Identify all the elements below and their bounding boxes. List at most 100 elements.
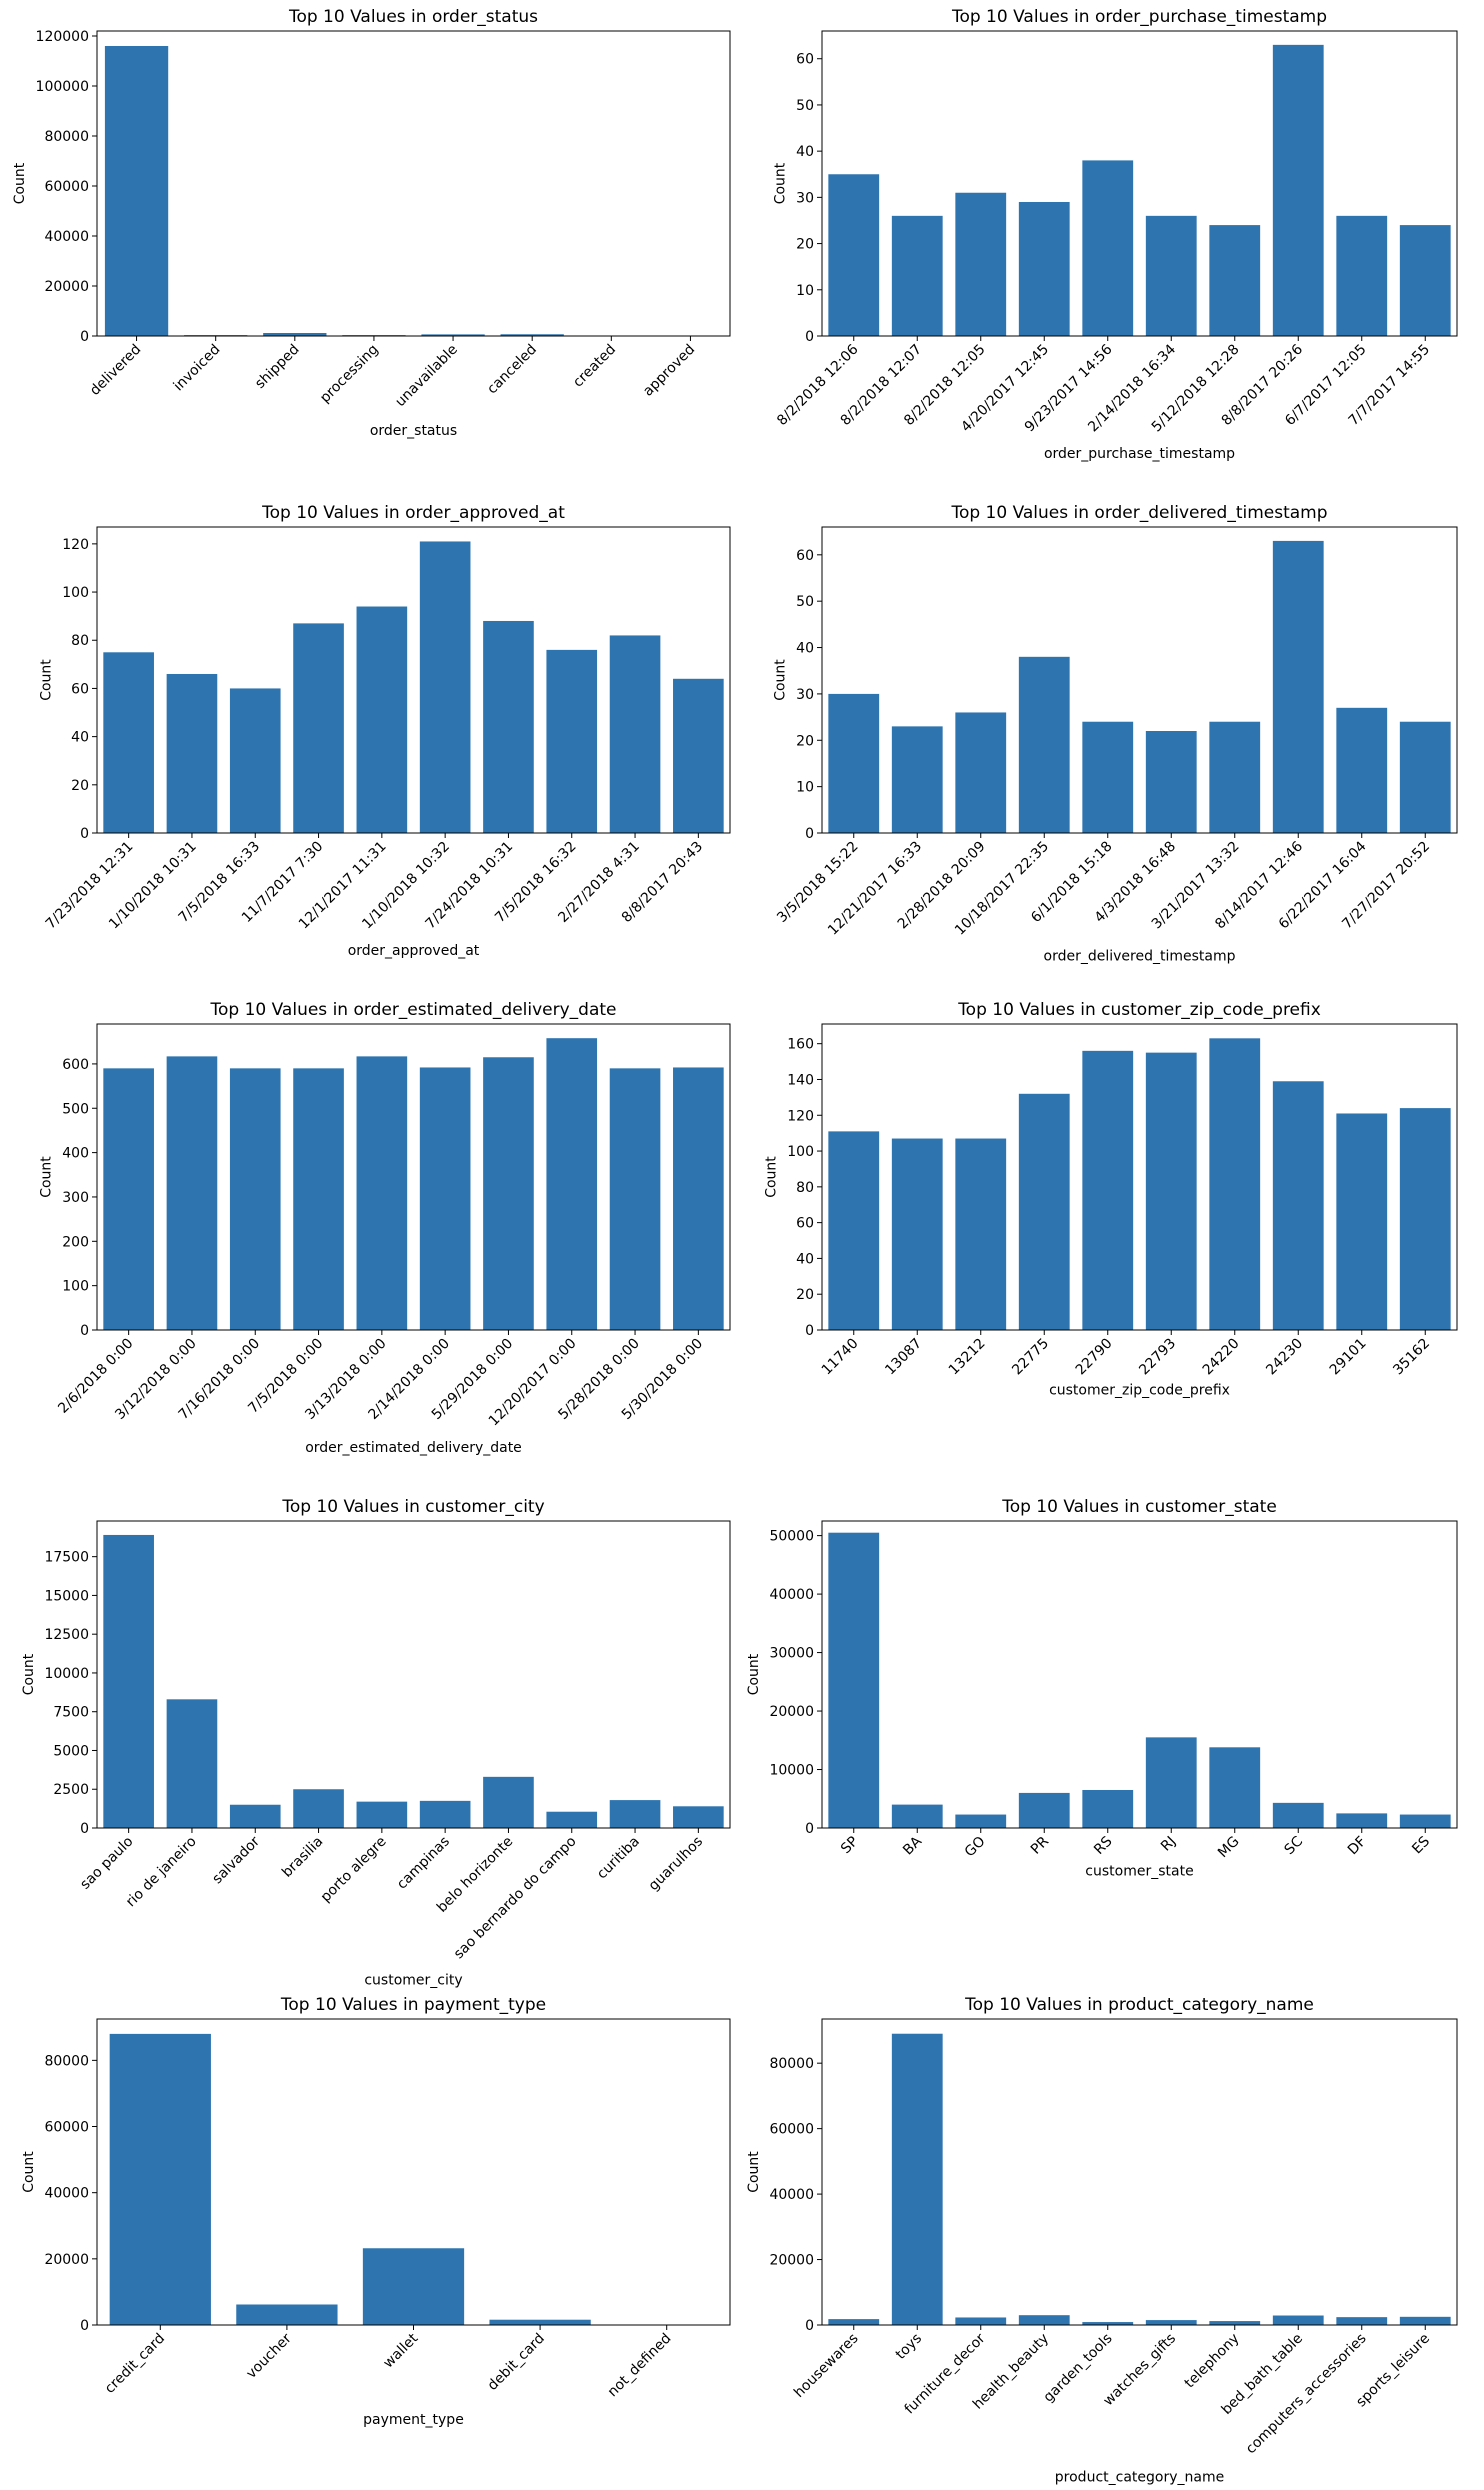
chart-7-bar-0: [828, 1532, 880, 1828]
chart-5-bar-8: [1336, 1113, 1388, 1330]
chart-2-bar-1: [166, 673, 218, 833]
chart-5-xtick-label-3: 22775: [1009, 1336, 1052, 1379]
chart-5-ytick-label-2: 40: [796, 1251, 814, 1267]
chart-8: Top 10 Values in payment_type 0 20000 40000…: [21, 1995, 731, 2428]
chart-7-frame: [821, 1520, 1458, 1829]
chart-7-ytick-label-4: 40000: [769, 1587, 814, 1603]
chart-0-ytick-label-1: 20000: [44, 279, 89, 295]
chart-5-ytick-label-0: 0: [805, 1323, 814, 1339]
chart-5-xtick-label-9: 35162: [1390, 1336, 1433, 1379]
chart-6: Top 10 Values in customer_city 0 2500 5000 7…: [21, 1497, 731, 1988]
chart-1-ytick-label-0: 0: [805, 329, 814, 345]
chart-5-title: Top 10 Values in customer_zip_code_prefi…: [957, 1000, 1321, 1020]
chart-4-ytick-label-6: 600: [62, 1057, 89, 1073]
chart-8-bar-0: [109, 2033, 211, 2325]
chart-2-ylabel: Count: [39, 659, 55, 701]
chart-4-bar-6: [483, 1057, 534, 1330]
chart-9-bar-6: [1209, 2321, 1261, 2325]
chart-1-bar-9: [1399, 225, 1451, 336]
chart-0-ytick-label-0: 0: [80, 329, 89, 345]
chart-7-ytick-label-1: 10000: [769, 1763, 814, 1779]
chart-6-bar-0: [103, 1534, 154, 1828]
chart-6-bar-3: [293, 1789, 344, 1828]
chart-1-bar-5: [1145, 215, 1197, 336]
chart-3-ytick-label-2: 20: [796, 733, 814, 749]
chart-0-xtick-label-3: processing: [317, 342, 382, 407]
chart-2: Top 10 Values in order_approved_at 0 20 40 6…: [39, 503, 731, 959]
chart-2-title: Top 10 Values in order_approved_at: [261, 503, 565, 523]
chart-3-ytick-label-3: 30: [796, 687, 814, 703]
chart-9-xtick-label-6: telephony: [1182, 2331, 1243, 2392]
chart-8-ytick-label-0: 0: [80, 2318, 89, 2334]
chart-2-ytick-label-6: 120: [62, 537, 89, 553]
chart-7-xtick-label-7: SC: [1282, 1833, 1307, 1858]
chart-3-bar-2: [955, 712, 1007, 833]
chart-1-bar-3: [1018, 201, 1070, 336]
chart-5-frame: [821, 1023, 1458, 1331]
chart-4: Top 10 Values in order_estimated_deliver…: [39, 1000, 731, 1456]
chart-6-bar-6: [483, 1776, 534, 1828]
chart-5-xtick-label-2: 13212: [946, 1336, 989, 1379]
chart-2-bar-4: [356, 606, 408, 833]
chart-7-xtick-label-8: DF: [1345, 1834, 1370, 1859]
chart-6-bar-9: [673, 1806, 724, 1828]
chart-1-bar-1: [891, 215, 943, 336]
chart-6-xtick-label-5: campinas: [394, 1834, 453, 1893]
chart-1-bar-4: [1082, 160, 1134, 336]
chart-5-xtick-label-7: 24230: [1263, 1336, 1306, 1379]
chart-3-ytick-label-1: 10: [796, 780, 814, 796]
chart-1-ytick-label-2: 20: [796, 237, 814, 253]
chart-9-ytick-label-4: 80000: [769, 2056, 814, 2072]
chart-8-ytick-label-2: 40000: [44, 2186, 89, 2202]
chart-2-ytick-label-2: 40: [71, 730, 89, 746]
chart-3: Top 10 Values in order_delivered_timesta…: [772, 503, 1458, 965]
chart-5-ytick-label-8: 160: [787, 1037, 814, 1053]
chart-9-ytick-label-0: 0: [805, 2318, 814, 2334]
chart-2-bar-9: [673, 678, 724, 833]
chart-0-xlabel: order_status: [370, 423, 457, 439]
chart-7-xtick-label-9: ES: [1409, 1833, 1433, 1857]
chart-7-ytick-label-5: 50000: [769, 1529, 814, 1545]
chart-9-ytick-label-1: 20000: [769, 2253, 814, 2269]
chart-9-title: Top 10 Values in product_category_name: [964, 1995, 1314, 2015]
chart-5-ytick-label-5: 100: [787, 1144, 814, 1160]
chart-7-xtick-label-5: RJ: [1158, 1834, 1179, 1855]
chart-3-bar-4: [1082, 721, 1134, 833]
chart-6-xtick-label-9: guarulhos: [646, 1834, 707, 1895]
chart-2-bar-6: [483, 620, 534, 833]
chart-1-bar-8: [1336, 215, 1388, 336]
chart-0-bar-5: [500, 334, 564, 336]
chart-6-ytick-label-4: 10000: [44, 1666, 89, 1682]
chart-8-xtick-label-0: credit_card: [102, 2331, 168, 2397]
chart-5-ytick-label-6: 120: [787, 1108, 814, 1124]
chart-9-frame: [821, 2018, 1458, 2326]
chart-0-xtick-label-0: delivered: [87, 342, 144, 399]
chart-6-ytick-label-7: 17500: [44, 1550, 89, 1566]
chart-8-xtick-label-1: voucher: [243, 2330, 295, 2382]
chart-4-bar-8: [609, 1068, 661, 1330]
chart-0-bar-0: [104, 46, 169, 336]
chart-9-bar-7: [1272, 2315, 1324, 2325]
chart-1-ytick-label-6: 60: [796, 52, 814, 68]
chart-3-title: Top 10 Values in order_delivered_timesta…: [950, 503, 1327, 523]
chart-9-bar-0: [828, 2319, 880, 2325]
chart-2-bar-5: [419, 541, 471, 833]
chart-6-xtick-label-7: sao bernardo do campo: [451, 1834, 580, 1963]
chart-0-ytick-label-4: 80000: [44, 129, 89, 145]
chart-5-bar-2: [955, 1138, 1007, 1330]
chart-7-ytick-label-2: 20000: [769, 1704, 814, 1720]
chart-4-ytick-label-0: 0: [80, 1323, 89, 1339]
chart-5-ytick-label-1: 20: [796, 1287, 814, 1303]
chart-3-ytick-label-6: 60: [796, 548, 814, 564]
chart-2-ytick-label-3: 60: [71, 681, 89, 697]
chart-9-xlabel: product_category_name: [1055, 2469, 1224, 2485]
chart-2-bar-7: [546, 649, 598, 833]
chart-6-ytick-label-3: 7500: [53, 1705, 89, 1721]
chart-0-ylabel: Count: [12, 162, 28, 204]
chart-0-ytick-label-2: 40000: [44, 229, 89, 245]
chart-3-ytick-label-4: 40: [796, 641, 814, 657]
chart-5-ytick-label-4: 80: [796, 1180, 814, 1196]
chart-1-ytick-label-1: 10: [796, 283, 814, 299]
chart-7-ylabel: Count: [746, 1653, 762, 1695]
chart-5-bar-5: [1145, 1052, 1197, 1330]
